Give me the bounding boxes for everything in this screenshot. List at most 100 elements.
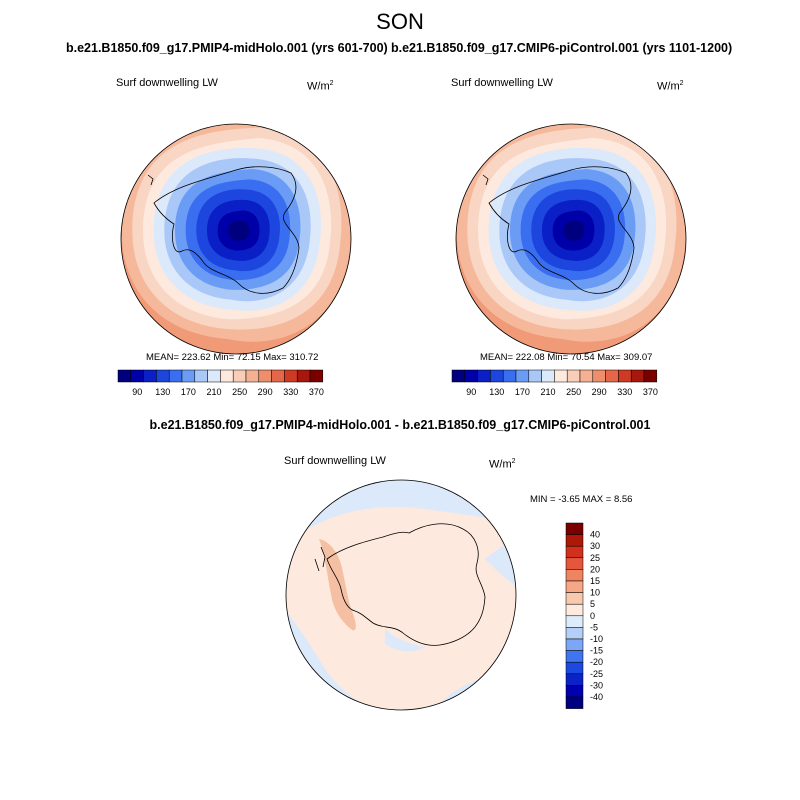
colorbar-box [630, 369, 645, 383]
colorbar-box [309, 369, 324, 383]
right-colorbar: 90 130 170 210 250 290 330 370 [451, 369, 658, 397]
diff-panel-title: b.e21.B1850.f09_g17.PMIP4-midHolo.001 - … [149, 418, 651, 432]
colorbar-box [643, 369, 658, 383]
colorbar-box [565, 673, 584, 686]
colorbar-tick-label: -25 [590, 669, 603, 679]
field-band [563, 220, 585, 241]
diff-stats: MIN = -3.65 MAX = 8.56 [530, 494, 633, 505]
colorbar-tick-label: -30 [590, 680, 603, 690]
colorbar-tick-label: -10 [590, 634, 603, 644]
colorbar-tick-label: 30 [590, 541, 600, 551]
colorbar-box [592, 369, 606, 383]
colorbar-box [490, 369, 504, 383]
colorbar-box [541, 369, 555, 383]
right-variable-label: Surf downwelling LW [451, 77, 553, 89]
colorbar-box [451, 369, 466, 383]
colorbar-box [579, 369, 594, 383]
colorbar-box [181, 369, 196, 383]
left-colorbar: 90 130 170 210 250 290 330 370 [117, 369, 324, 397]
colorbar-tick-label: 90 [466, 387, 476, 397]
colorbar-box [565, 661, 584, 675]
right-units-label: W/m2 [657, 80, 684, 93]
colorbar-tick-label: -20 [590, 657, 603, 667]
colorbar-box [565, 615, 584, 628]
colorbar-tick-label: 130 [489, 387, 504, 397]
colorbar-box [565, 685, 584, 698]
colorbar-box [618, 369, 632, 383]
left-units-label: W/m2 [307, 80, 334, 93]
colorbar-box [565, 696, 584, 709]
left-polar-map [120, 123, 352, 355]
colorbar-tick-label: 25 [590, 553, 600, 563]
colorbar-box [464, 369, 478, 383]
colorbar-box [207, 369, 221, 383]
colorbar-tick-label: 15 [590, 576, 600, 586]
right-polar-map [455, 123, 687, 355]
colorbar-tick-label: 20 [590, 564, 600, 574]
diff-variable-label: Surf downwelling LW [284, 455, 386, 467]
colorbar-box [477, 369, 491, 383]
diff-polar-map [285, 479, 517, 711]
left-variable-label: Surf downwelling LW [116, 77, 218, 89]
colorbar-tick-label: -40 [590, 692, 603, 702]
colorbar-box [168, 369, 183, 383]
colorbar-box [296, 369, 311, 383]
colorbar-box [565, 638, 584, 651]
colorbar-tick-label: -15 [590, 646, 603, 656]
colorbar-box [554, 369, 568, 383]
colorbar-tick-label: 250 [566, 387, 581, 397]
colorbar-box [528, 369, 542, 383]
colorbar-tick-label: 170 [181, 387, 196, 397]
colorbar-box [565, 627, 584, 640]
right-map-field [456, 124, 686, 354]
colorbar-box [284, 369, 298, 383]
colorbar-box [565, 603, 584, 617]
colorbar-box [156, 369, 170, 383]
colorbar-tick-label: 170 [515, 387, 530, 397]
colorbar-box [565, 569, 584, 582]
colorbar-box [258, 369, 272, 383]
colorbar-box [515, 369, 530, 383]
colorbar-box [565, 522, 584, 535]
colorbar-box [143, 369, 157, 383]
colorbar-box [130, 369, 144, 383]
colorbar-box [565, 545, 584, 559]
left-stats: MEAN= 223.62 Min= 72.15 Max= 310.72 [146, 352, 319, 363]
colorbar-tick-label: -5 [590, 622, 598, 632]
colorbar-tick-label: 90 [132, 387, 142, 397]
colorbar-box [565, 557, 584, 570]
negative-anomaly-patch [385, 629, 425, 652]
colorbar-box [220, 369, 234, 383]
colorbar-tick-label: 210 [540, 387, 555, 397]
colorbar-tick-label: 0 [590, 611, 595, 621]
colorbar-box [565, 592, 584, 605]
colorbar-tick-label: 330 [617, 387, 632, 397]
colorbar-box [194, 369, 208, 383]
colorbar-tick-label: 370 [643, 387, 658, 397]
colorbar-box [245, 369, 260, 383]
colorbar-tick-label: 210 [206, 387, 221, 397]
colorbar-tick-label: 5 [590, 599, 595, 609]
right-stats: MEAN= 222.08 Min= 70.54 Max= 309.07 [480, 352, 653, 363]
colorbar-box [232, 369, 247, 383]
colorbar-box [117, 369, 132, 383]
colorbar-box [565, 650, 584, 663]
colorbar-tick-label: 130 [155, 387, 170, 397]
colorbar-box [605, 369, 619, 383]
colorbar-tick-label: 330 [283, 387, 298, 397]
season-title: SON [376, 9, 424, 34]
colorbar-box [271, 369, 285, 383]
colorbar-box [566, 369, 581, 383]
colorbar-tick-label: 370 [309, 387, 324, 397]
colorbar-box [502, 369, 517, 383]
colorbar-box [565, 534, 584, 547]
diff-units-label: W/m2 [489, 458, 516, 471]
colorbar-tick-label: 40 [590, 530, 600, 540]
right-panel-title: b.e21.B1850.f09_g17.CMIP6-piControl.001 … [391, 41, 733, 55]
colorbar-tick-label: 290 [592, 387, 607, 397]
field-band [228, 220, 250, 241]
colorbar-box [565, 580, 584, 593]
left-map-field [121, 124, 351, 354]
colorbar-tick-label: 10 [590, 588, 600, 598]
